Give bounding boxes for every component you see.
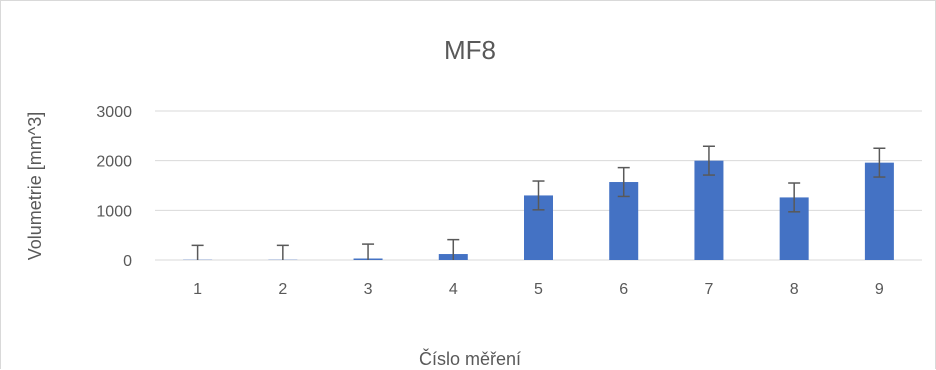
y-tick-label: 0 xyxy=(123,253,132,270)
x-axis-title: Číslo měření xyxy=(419,348,521,369)
x-tick-label: 8 xyxy=(790,281,799,298)
x-tick-labels: 1 2 3 4 5 6 7 8 9 xyxy=(193,281,884,298)
y-axis-title: Volumetrie [mm^3] xyxy=(25,112,45,261)
error-bar xyxy=(362,244,374,260)
x-tick-label: 2 xyxy=(278,281,287,298)
error-bar xyxy=(277,245,289,260)
y-tick-label: 1000 xyxy=(96,203,132,220)
chart-title: MF8 xyxy=(444,35,496,65)
error-bar xyxy=(192,245,204,260)
y-tick-labels: 0 1000 2000 3000 xyxy=(96,104,132,270)
x-tick-label: 9 xyxy=(875,281,884,298)
x-tick-label: 4 xyxy=(449,281,458,298)
x-tick-label: 6 xyxy=(619,281,628,298)
y-tick-label: 2000 xyxy=(96,154,132,171)
x-tick-label: 7 xyxy=(704,281,713,298)
x-tick-label: 1 xyxy=(193,281,202,298)
x-tick-label: 3 xyxy=(364,281,373,298)
y-tick-label: 3000 xyxy=(96,104,132,121)
x-tick-label: 5 xyxy=(534,281,543,298)
